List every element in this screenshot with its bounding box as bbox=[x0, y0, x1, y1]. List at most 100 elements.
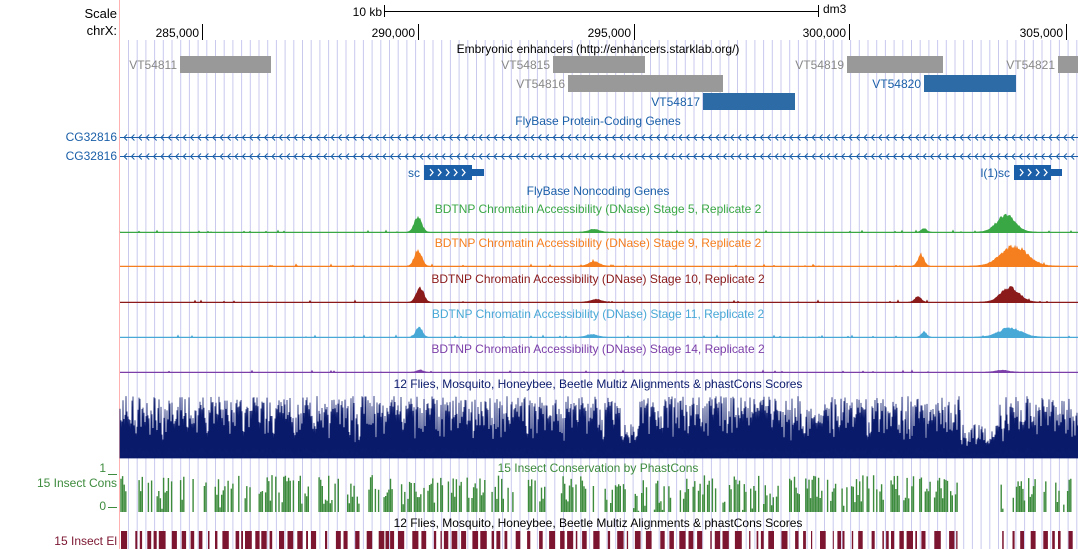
conserved-element[interactable] bbox=[472, 531, 479, 549]
conserved-element[interactable] bbox=[261, 531, 267, 549]
dnase-track-stage[interactable]: BDTNP Chromatin Accessibility (DNase) St… bbox=[120, 342, 1078, 373]
conserved-element[interactable] bbox=[749, 531, 751, 549]
conserved-element[interactable] bbox=[768, 531, 774, 549]
enhancers-track-title[interactable]: Embryonic enhancers (http://enhancers.st… bbox=[457, 42, 740, 56]
gene-label[interactable]: sc bbox=[408, 166, 420, 180]
conserved-element[interactable] bbox=[906, 531, 913, 549]
conserved-element[interactable] bbox=[714, 531, 721, 549]
conserved-element[interactable] bbox=[222, 531, 229, 549]
enhancer-feature-bar[interactable] bbox=[847, 56, 943, 73]
conserved-element[interactable] bbox=[208, 531, 210, 549]
conserved-element[interactable] bbox=[398, 531, 405, 549]
conserved-element[interactable] bbox=[190, 531, 195, 549]
conserved-element[interactable] bbox=[1058, 531, 1061, 549]
conserved-element[interactable] bbox=[949, 531, 955, 549]
enhancer-feature[interactable]: VT54811 bbox=[129, 56, 271, 73]
conserved-element[interactable] bbox=[412, 531, 419, 549]
conserved-element[interactable] bbox=[366, 531, 373, 549]
enhancer-feature-bar[interactable] bbox=[924, 75, 1016, 92]
enhancer-feature[interactable]: VT54820 bbox=[872, 75, 1016, 92]
conserved-element[interactable] bbox=[921, 531, 926, 549]
conserved-element[interactable] bbox=[891, 531, 895, 549]
conserved-element[interactable] bbox=[560, 531, 565, 549]
conserved-element[interactable] bbox=[645, 531, 652, 549]
dnase-track-stage[interactable]: BDTNP Chromatin Accessibility (DNase) St… bbox=[120, 236, 1078, 267]
gene-label[interactable]: CG32816 bbox=[66, 149, 118, 163]
conserved-element[interactable] bbox=[795, 531, 799, 549]
conserved-element[interactable] bbox=[245, 531, 252, 549]
gene-label[interactable]: CG32816 bbox=[66, 130, 118, 144]
conserved-element[interactable] bbox=[461, 531, 467, 549]
conserved-element[interactable] bbox=[567, 531, 574, 549]
phastcons-track-title[interactable]: 15 Insect Conservation by PhastCons bbox=[498, 461, 699, 475]
dnase-track-title[interactable]: BDTNP Chromatin Accessibility (DNase) St… bbox=[435, 202, 762, 216]
conserved-element[interactable] bbox=[158, 531, 166, 549]
phastcons-side-label[interactable]: 15 Insect Cons bbox=[37, 476, 117, 490]
dnase-track-stage[interactable]: BDTNP Chromatin Accessibility (DNase) St… bbox=[119, 202, 1078, 233]
conserved-element[interactable] bbox=[215, 531, 218, 549]
conserved-element[interactable] bbox=[378, 531, 385, 549]
conserved-element[interactable] bbox=[842, 531, 845, 549]
conserved-element[interactable] bbox=[287, 531, 294, 549]
enhancer-feature-label[interactable]: VT54811 bbox=[129, 58, 177, 72]
conserved-element[interactable] bbox=[851, 531, 854, 549]
conserved-element[interactable] bbox=[1043, 531, 1048, 549]
conserved-element[interactable] bbox=[539, 531, 543, 549]
conserved-element[interactable] bbox=[756, 531, 759, 549]
conserved-element[interactable] bbox=[269, 531, 273, 549]
conserved-element[interactable] bbox=[480, 531, 487, 549]
conserved-element[interactable] bbox=[660, 531, 665, 549]
conserved-element[interactable] bbox=[421, 531, 427, 549]
enhancer-feature-bar[interactable] bbox=[180, 56, 271, 73]
enhancer-feature-label[interactable]: VT54817 bbox=[651, 95, 700, 109]
conserved-element[interactable] bbox=[504, 531, 508, 549]
conserved-element[interactable] bbox=[871, 531, 875, 549]
dnase-track-stage[interactable]: BDTNP Chromatin Accessibility (DNase) St… bbox=[120, 272, 1078, 303]
dnase-track-title[interactable]: BDTNP Chromatin Accessibility (DNase) St… bbox=[431, 272, 765, 286]
conserved-element[interactable] bbox=[241, 531, 243, 549]
conserved-element[interactable] bbox=[181, 531, 187, 549]
conserved-element[interactable] bbox=[760, 531, 764, 549]
conserved-element[interactable] bbox=[235, 531, 240, 549]
conserved-element[interactable] bbox=[626, 531, 629, 549]
conserved-element[interactable] bbox=[306, 531, 308, 549]
conserved-element[interactable] bbox=[325, 531, 328, 549]
enhancer-feature-label[interactable]: VT54816 bbox=[516, 77, 565, 91]
enhancer-feature-bar[interactable] bbox=[1058, 56, 1078, 73]
multiz-track-title[interactable]: 12 Flies, Mosquito, Honeybee, Beetle Mul… bbox=[394, 377, 803, 391]
conserved-element[interactable] bbox=[491, 531, 494, 549]
conserved-element[interactable] bbox=[153, 531, 157, 549]
conserved-element[interactable] bbox=[496, 531, 501, 549]
conserved-element[interactable] bbox=[279, 531, 285, 549]
elements-track-title[interactable]: 12 Flies, Mosquito, Honeybee, Beetle Mul… bbox=[394, 516, 803, 530]
conserved-element[interactable] bbox=[781, 531, 788, 549]
enhancer-feature[interactable]: VT54821 bbox=[1006, 56, 1078, 73]
protein-coding-genes-track[interactable]: CG32816 CG32816 sc l(1)sc bbox=[66, 130, 1078, 180]
multiz-conservation-plot[interactable] bbox=[119, 395, 1078, 459]
conserved-element[interactable] bbox=[934, 531, 941, 549]
conserved-element[interactable] bbox=[255, 531, 260, 549]
conserved-element[interactable] bbox=[433, 531, 437, 549]
elements-side-label[interactable]: 15 Insect El bbox=[54, 534, 117, 548]
conserved-element[interactable] bbox=[575, 531, 578, 549]
conserved-element[interactable] bbox=[443, 531, 449, 549]
conserved-element[interactable] bbox=[832, 531, 834, 549]
conserved-element[interactable] bbox=[582, 531, 587, 549]
conserved-element[interactable] bbox=[811, 531, 813, 549]
enhancer-feature-label[interactable]: VT54821 bbox=[1006, 58, 1055, 72]
conserved-element[interactable] bbox=[135, 531, 138, 549]
gene-cg32816[interactable]: CG32816 bbox=[66, 149, 1078, 163]
conserved-element[interactable] bbox=[385, 531, 390, 549]
conserved-element[interactable] bbox=[121, 531, 128, 549]
dnase-track-title[interactable]: BDTNP Chromatin Accessibility (DNase) St… bbox=[435, 236, 762, 250]
enhancer-feature-bar[interactable] bbox=[568, 75, 723, 92]
conserved-element[interactable] bbox=[171, 531, 177, 549]
conserved-element[interactable] bbox=[593, 531, 600, 549]
noncoding-track-title[interactable]: FlyBase Noncoding Genes bbox=[527, 184, 670, 198]
phastcons-plot[interactable] bbox=[120, 475, 1072, 512]
dnase-track-title[interactable]: BDTNP Chromatin Accessibility (DNase) St… bbox=[432, 307, 765, 321]
conserved-element[interactable] bbox=[355, 531, 360, 549]
conserved-element[interactable] bbox=[956, 531, 958, 549]
dnase-track-title[interactable]: BDTNP Chromatin Accessibility (DNase) St… bbox=[431, 342, 765, 356]
conserved-element[interactable] bbox=[1052, 531, 1055, 549]
